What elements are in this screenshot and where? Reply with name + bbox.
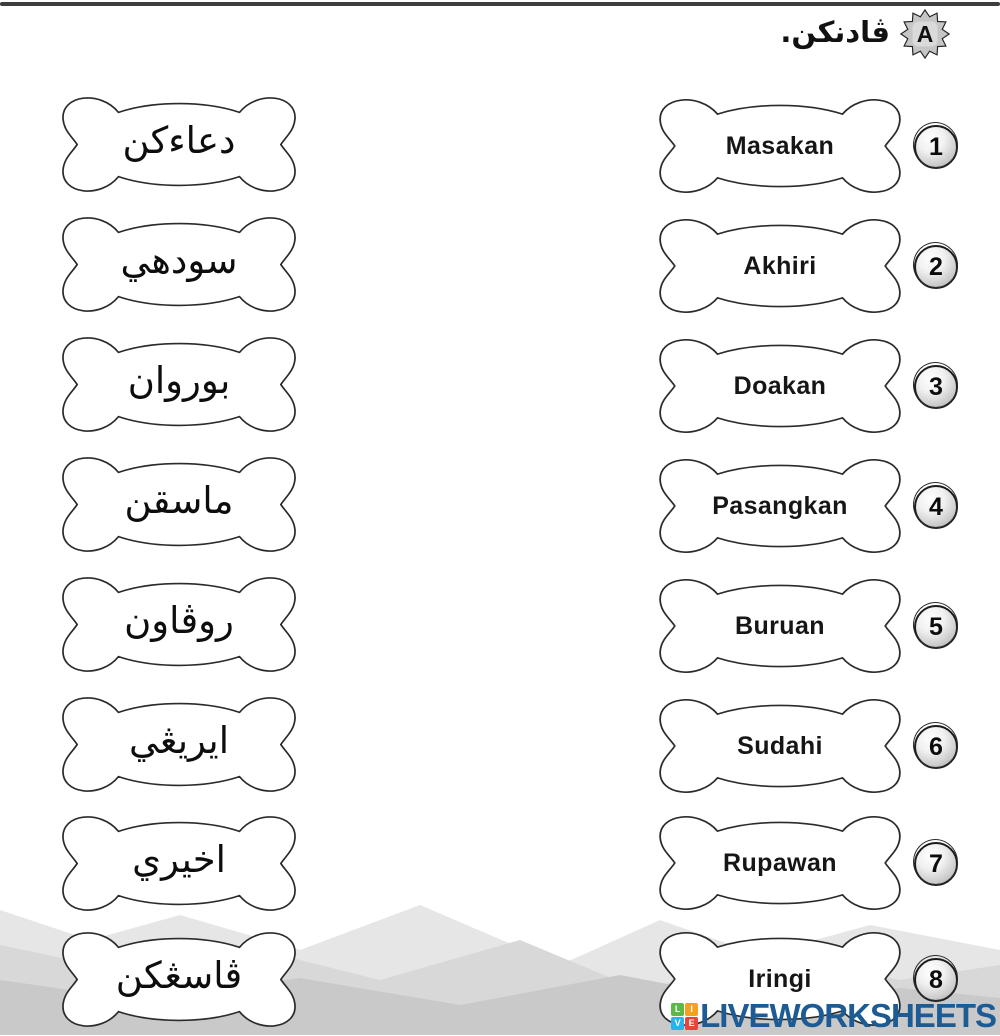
rumi-word-bone-2[interactable]: Akhiri [655,210,905,322]
page-top-scan-line [0,2,1000,6]
jawi-word-bone-6[interactable]: ايريڠي [58,688,300,801]
logo-square-l: L [671,1002,685,1016]
jawi-word-bone-4[interactable]: ماسقن [58,448,300,561]
rumi-word-bone-8[interactable]: Iringi [655,923,905,1035]
rumi-word-bone-5[interactable]: Buruan [655,570,905,682]
logo-square-i: I [685,1002,699,1016]
jawi-word: دعاءكن [122,119,236,162]
item-number-label: 1 [929,132,943,161]
jawi-word: روڤاون [124,599,234,642]
jawi-word: اخيري [132,838,226,881]
jawi-word-bone-3[interactable]: بوروان [58,328,300,441]
item-number-8: 8 [914,958,958,1002]
rumi-word-bone-4[interactable]: Pasangkan [655,450,905,562]
jawi-word-bone-7[interactable]: اخيري [58,807,300,920]
rumi-word: Doakan [733,371,827,400]
item-number-label: 3 [929,372,943,401]
rumi-word-bone-7[interactable]: Rupawan [655,807,905,919]
jawi-word-bone-2[interactable]: سودهي [58,208,300,321]
exercise-instruction: ڤادنكن. [780,15,890,49]
rumi-word-bone-3[interactable]: Doakan [655,330,905,442]
liveworksheets-wordmark: LIVEWORKSHEETS [700,997,997,1034]
item-number-3: 3 [914,365,958,409]
logo-square-e: E [685,1016,699,1030]
rumi-word-bone-6[interactable]: Sudahi [655,690,905,802]
jawi-word: بوروان [127,359,231,402]
jawi-word-bone-8[interactable]: ڤاسڠكن [58,923,300,1036]
item-number-label: 6 [929,732,943,761]
item-number-label: 4 [929,492,943,521]
jawi-word: ماسقن [124,479,234,522]
rumi-word: Rupawan [723,848,837,877]
item-number-6: 6 [914,725,958,769]
item-number-7: 7 [914,842,958,886]
logo-square-v: V [671,1016,685,1030]
rumi-word: Akhiri [743,251,817,280]
starburst-icon [900,9,950,59]
rumi-word: Iringi [748,964,812,993]
section-badge-letter: A [916,20,934,47]
rumi-word: Sudahi [737,731,823,760]
rumi-word: Buruan [735,611,825,640]
rumi-word: Pasangkan [712,491,848,520]
item-number-4: 4 [914,485,958,529]
jawi-word: سودهي [120,239,238,282]
liveworksheets-logo-grid: L I V E [671,1002,699,1030]
jawi-word-bone-5[interactable]: روڤاون [58,568,300,681]
exercise-header: ڤادنكن. A [780,8,950,60]
jawi-word-bone-1[interactable]: دعاءكن [58,88,300,201]
item-number-label: 8 [929,965,943,994]
rumi-word: Masakan [725,131,835,160]
item-number-5: 5 [914,605,958,649]
item-number-label: 2 [929,252,943,281]
item-number-2: 2 [914,245,958,289]
section-badge: A [900,9,950,59]
item-number-label: 7 [929,849,943,878]
liveworksheets-logo[interactable]: L I V E LIVEWORKSHEETS [671,997,997,1034]
rumi-word-bone-1[interactable]: Masakan [655,90,905,202]
jawi-word: ڤاسڠكن [115,954,243,997]
item-number-1: 1 [914,125,958,169]
item-number-label: 5 [929,612,943,641]
jawi-word: ايريڠي [129,719,229,762]
